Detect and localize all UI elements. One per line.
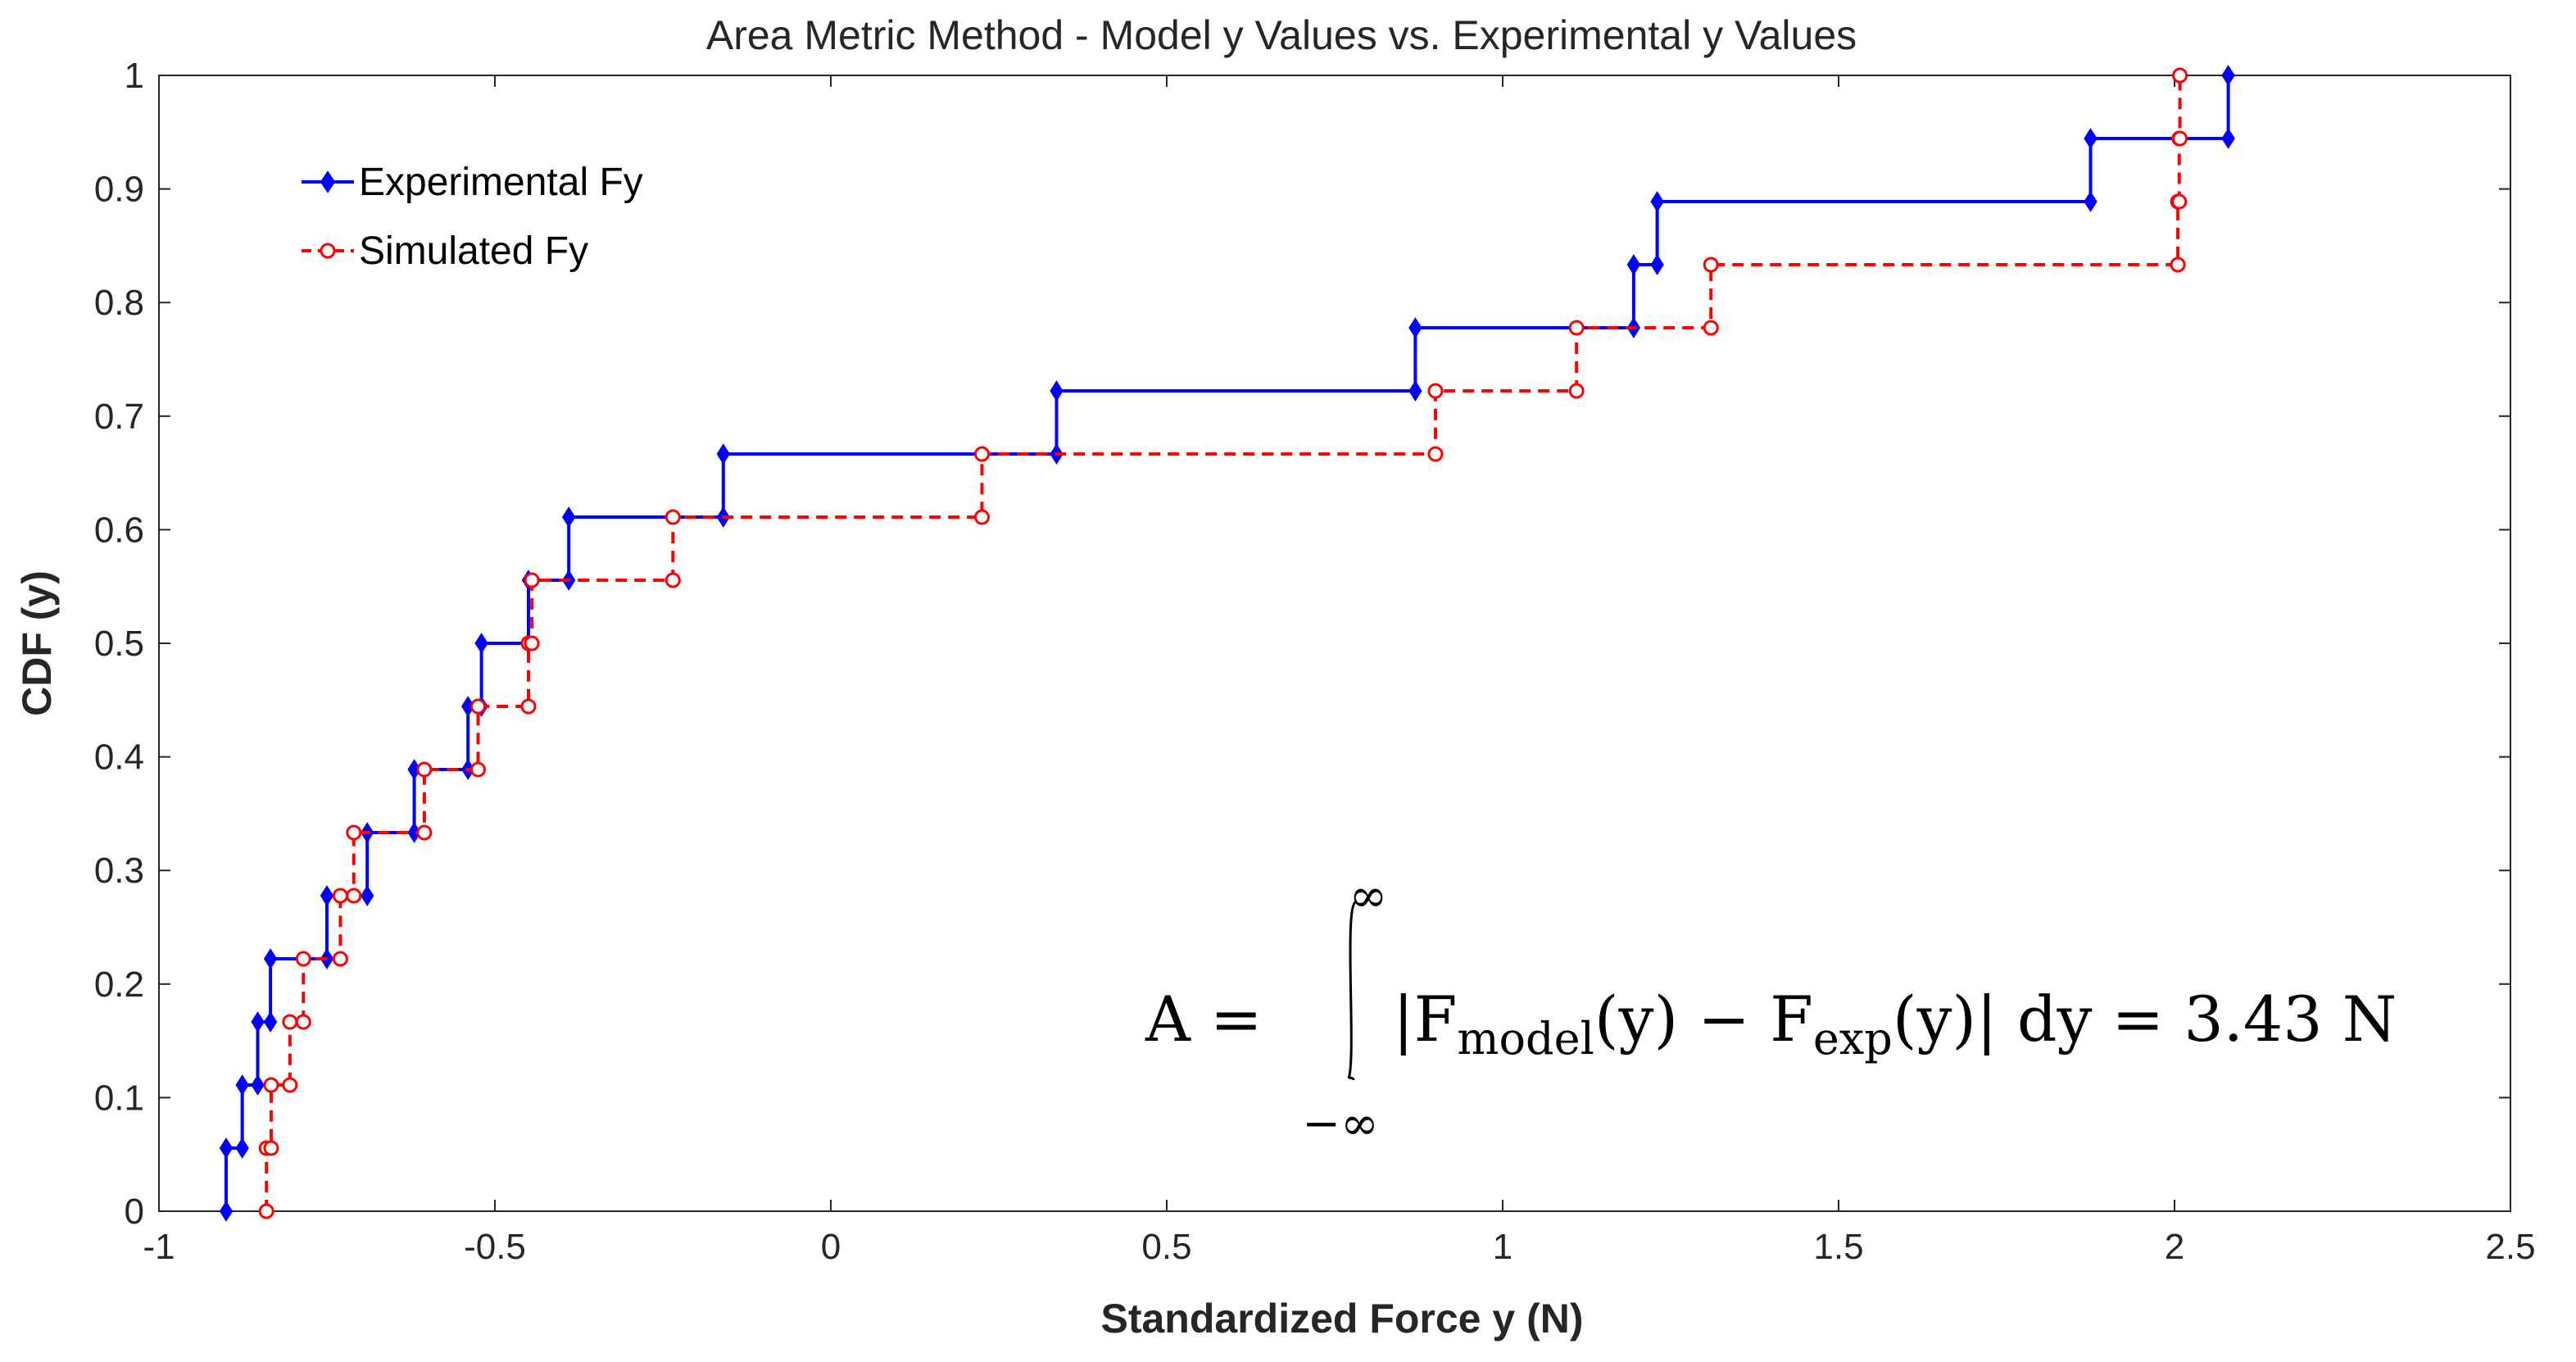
equation-exp-subscript: exp (1813, 1013, 1893, 1065)
data-point-experimental (219, 1137, 234, 1159)
data-point-simulated (263, 1140, 279, 1156)
data-point-experimental (1626, 254, 1641, 275)
data-point-simulated (2172, 130, 2188, 147)
data-point-simulated (332, 888, 348, 904)
data-point-experimental (2084, 191, 2098, 212)
data-point-simulated (470, 698, 486, 715)
y-tick-label: 0.5 (94, 624, 144, 664)
data-point-experimental (1050, 380, 1064, 402)
x-tick-label: -0.5 (464, 1227, 526, 1267)
legend-label-simulated: Simulated Fy (359, 229, 588, 273)
equation-model-subscript: model (1457, 1013, 1594, 1065)
data-point-simulated (520, 698, 537, 715)
data-point-simulated (282, 1077, 298, 1093)
equation-close: (y)| dy = 3.43 N (1893, 983, 2397, 1056)
data-point-experimental (1650, 191, 1664, 212)
y-tick-label: 0.6 (94, 510, 144, 550)
data-point-experimental (320, 885, 334, 906)
y-tick-label: 0.8 (94, 283, 144, 323)
series-group (219, 65, 2235, 1222)
data-point-experimental (1408, 317, 1422, 338)
data-point-simulated (263, 1077, 279, 1093)
data-point-simulated (2171, 193, 2188, 210)
data-point-experimental (235, 1137, 249, 1159)
data-point-simulated (1427, 383, 1444, 399)
integral-icon (1347, 900, 1358, 1081)
y-tick-label: 1 (125, 56, 144, 96)
data-point-experimental (235, 1074, 249, 1096)
data-point-experimental (2084, 128, 2098, 149)
data-point-simulated (524, 572, 540, 588)
data-point-experimental (251, 1011, 265, 1033)
data-point-simulated (282, 1014, 298, 1030)
data-point-simulated (664, 572, 681, 588)
data-point-experimental (263, 948, 278, 969)
data-point-experimental (716, 443, 730, 465)
data-point-simulated (974, 446, 990, 462)
area-metric-equation: A = ∞ −∞ |Fmodel(y) − Fexp(y)| dy = 3.43… (1145, 869, 2397, 1151)
data-point-simulated (258, 1203, 274, 1219)
data-point-simulated (1568, 383, 1585, 399)
legend-marker-experimental (320, 170, 336, 193)
data-point-experimental (1408, 380, 1422, 402)
axis-ticks: -1 -0.5 0 0.5 1 1.5 2 2.5 0 0.1 0.2 0.3 0.4 0.5 0.6 0.7… (94, 56, 2536, 1267)
data-point-experimental (219, 1201, 234, 1222)
data-point-simulated (346, 888, 362, 904)
data-point-simulated (974, 509, 990, 525)
data-point-experimental (2221, 128, 2235, 149)
data-point-simulated (346, 824, 362, 841)
data-point-simulated (416, 761, 433, 778)
data-point-experimental (2221, 65, 2235, 86)
equation-integrand-open: |F (1393, 983, 1457, 1056)
equation-lower-limit: −∞ (1302, 1097, 1379, 1151)
x-tick-label: 2.5 (2485, 1227, 2535, 1267)
legend-marker-simulated (320, 243, 336, 259)
x-tick-label: 0 (821, 1227, 841, 1267)
legend-label-experimental: Experimental Fy (359, 161, 643, 204)
equation-mid-term: (y) − F (1594, 983, 1813, 1056)
x-tick-label: -1 (143, 1227, 175, 1267)
data-point-simulated (524, 635, 540, 651)
y-tick-label: 0.1 (94, 1078, 144, 1118)
y-tick-label: 0.9 (94, 170, 144, 210)
data-point-experimental (263, 1011, 278, 1033)
x-tick-label: 0.5 (1141, 1227, 1191, 1267)
data-point-experimental (562, 506, 576, 528)
data-point-experimental (1650, 254, 1664, 275)
data-point-simulated (1427, 446, 1444, 462)
y-tick-label: 0.3 (94, 851, 144, 891)
data-point-simulated (1568, 320, 1585, 336)
data-point-simulated (332, 951, 348, 967)
data-point-experimental (361, 885, 374, 906)
x-tick-label: 1.5 (1813, 1227, 1863, 1267)
equation-integrand: |Fmodel(y) − Fexp(y)| dy = 3.43 N (1393, 983, 2397, 1065)
x-tick-label: 2 (2165, 1227, 2184, 1267)
data-point-simulated (2170, 257, 2186, 273)
y-tick-label: 0.2 (94, 965, 144, 1005)
legend: Experimental Fy Simulated Fy (302, 161, 643, 273)
chart-title: Area Metric Method - Model y Values vs. … (706, 12, 1857, 58)
data-point-simulated (664, 509, 681, 525)
data-point-simulated (295, 1014, 311, 1030)
x-tick-label: 1 (1493, 1227, 1512, 1267)
x-axis-label: Standardized Force y (N) (1101, 1296, 1584, 1342)
data-point-simulated (295, 951, 311, 967)
data-point-experimental (251, 1074, 265, 1096)
equation-lhs: A = (1145, 983, 1263, 1056)
y-tick-label: 0.7 (94, 397, 144, 437)
y-axis-label: CDF (y) (14, 570, 60, 716)
data-point-simulated (2172, 67, 2188, 84)
data-point-simulated (1703, 320, 1719, 336)
y-tick-label: 0.4 (94, 738, 144, 778)
data-point-simulated (1703, 257, 1719, 273)
y-tick-label: 0 (125, 1192, 144, 1232)
data-point-simulated (470, 761, 486, 778)
equation-upper-limit: ∞ (1349, 869, 1388, 923)
data-point-experimental (474, 633, 488, 654)
data-point-simulated (416, 824, 433, 841)
